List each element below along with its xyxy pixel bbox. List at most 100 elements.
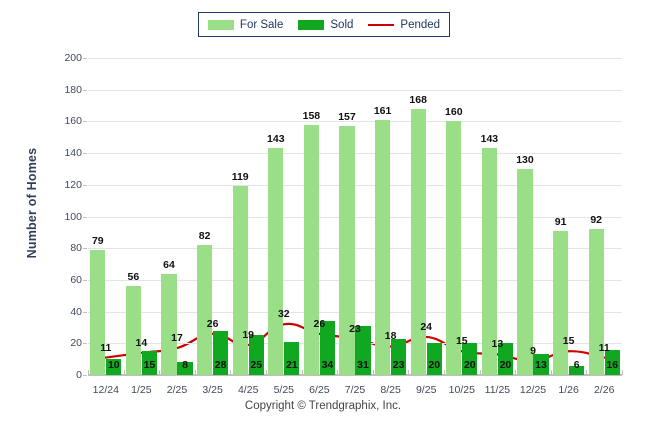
bar-value-label-sold: 6 [573,359,580,371]
bar-sold[interactable] [426,343,442,375]
bar-for-sale[interactable] [161,273,177,375]
x-axis-tick-label: 12/25 [519,384,547,396]
chart-category-group[interactable] [194,58,231,375]
legend-label-for-sale: For Sale [239,18,284,31]
x-axis-tick-label: 5/25 [273,384,295,396]
bar-sold[interactable] [248,335,264,375]
bar-sold[interactable] [497,343,514,375]
line-value-label-pended: 9 [530,344,536,357]
gridline [88,375,622,376]
bar-value-label-for-sale: 64 [163,258,175,271]
bar-sold[interactable] [284,341,300,375]
bar-for-sale[interactable] [374,119,391,375]
chart-category-group[interactable] [230,58,266,375]
bar-value-label-for-sale: 160 [445,106,463,119]
x-axis-tick-mark [123,370,125,375]
bar-sold[interactable] [212,330,229,375]
bar-value-label-sold: 20 [499,359,512,371]
bar-for-sale[interactable] [481,148,498,375]
x-axis-tick-mark [408,370,410,375]
bar-for-sale[interactable] [90,249,106,375]
chart-category-group[interactable] [337,58,373,375]
x-axis-tick-mark [301,370,303,375]
bar-for-sale[interactable] [196,245,213,375]
x-axis-tick-label: 9/25 [415,384,437,396]
bar-sold[interactable] [390,338,407,375]
legend-item-pended: Pended [368,19,440,31]
x-axis-tick-label: 10/25 [448,384,475,396]
bar-for-sale[interactable] [268,148,284,375]
y-axis-tick-label: 200 [64,52,82,64]
bar-sold[interactable] [462,343,478,375]
chart-category-group[interactable] [266,58,302,375]
y-axis-tick-label: 160 [64,115,82,128]
line-value-label-pended: 32 [277,308,290,321]
x-axis-tick-label: 2/26 [593,384,615,396]
chart-category-group[interactable] [479,58,516,375]
bar-for-sale[interactable] [303,124,320,375]
x-axis-tick-mark [88,370,89,375]
line-value-label-pended: 11 [598,341,610,354]
chart-category-group[interactable] [301,58,338,375]
bar-sold[interactable] [319,321,336,375]
x-axis-tick-mark [372,370,374,375]
bar-sold[interactable] [177,362,193,375]
x-axis-tick-mark [586,370,588,375]
bar-value-label-for-sale: 91 [554,215,567,228]
x-axis-tick-mark [515,370,517,375]
gridline [88,343,622,345]
line-value-label-pended: 15 [562,335,575,348]
chart-category-group[interactable] [88,58,124,375]
chart-category-group[interactable] [372,58,409,375]
gridline [88,248,622,250]
chart-category-group[interactable] [159,58,195,375]
bar-sold[interactable] [533,354,549,375]
bar-sold[interactable] [568,365,585,375]
bar-value-label-for-sale: 130 [516,153,534,166]
legend-label-sold: Sold [330,18,354,31]
y-axis-tick-mark [83,343,87,345]
bar-sold[interactable] [106,359,122,375]
y-axis-tick-mark [83,248,87,250]
bar-value-label-sold: 16 [606,359,619,371]
x-axis-tick-label: 4/25 [237,384,259,396]
square-swatch-icon [207,19,234,30]
chart-category-group[interactable] [408,58,444,375]
x-axis-tick-mark [266,370,267,375]
bar-sold[interactable] [141,351,158,375]
bar-value-label-sold: 10 [107,359,120,371]
chart-category-group[interactable] [515,58,551,375]
gridline [88,153,622,155]
bar-for-sale[interactable] [232,186,248,375]
bar-value-label-for-sale: 158 [302,109,321,122]
bar-value-label-for-sale: 161 [373,104,392,117]
x-axis-line [88,374,622,375]
bar-for-sale[interactable] [410,108,426,375]
bar-sold[interactable] [604,349,620,375]
bar-sold[interactable] [355,325,371,375]
bar-for-sale[interactable] [552,230,569,375]
x-axis-tick-mark [444,370,445,375]
line-value-label-pended: 18 [384,330,397,343]
bar-value-label-for-sale: 56 [127,271,140,284]
chart-category-group[interactable] [123,58,160,375]
gridline [88,121,622,123]
gridline [88,279,622,281]
chart-category-group[interactable] [550,58,587,375]
y-axis-tick-mark [83,216,87,218]
x-axis-tick-label: 3/25 [202,384,223,396]
gridline [88,184,622,186]
legend-label-pended: Pended [400,18,441,31]
bar-for-sale[interactable] [339,126,355,375]
chart-category-group[interactable] [586,58,622,375]
line-value-label-pended: 26 [206,317,219,330]
bar-for-sale[interactable] [588,229,604,375]
y-axis-tick-label: 100 [64,210,82,223]
bar-for-sale[interactable] [446,121,462,375]
y-axis-tick-mark [83,184,87,186]
y-axis-tick-label: 140 [64,147,82,160]
bar-for-sale[interactable] [125,286,142,375]
chart-category-group[interactable] [444,58,480,375]
x-axis-tick-mark [337,370,339,375]
bar-for-sale[interactable] [517,168,533,375]
